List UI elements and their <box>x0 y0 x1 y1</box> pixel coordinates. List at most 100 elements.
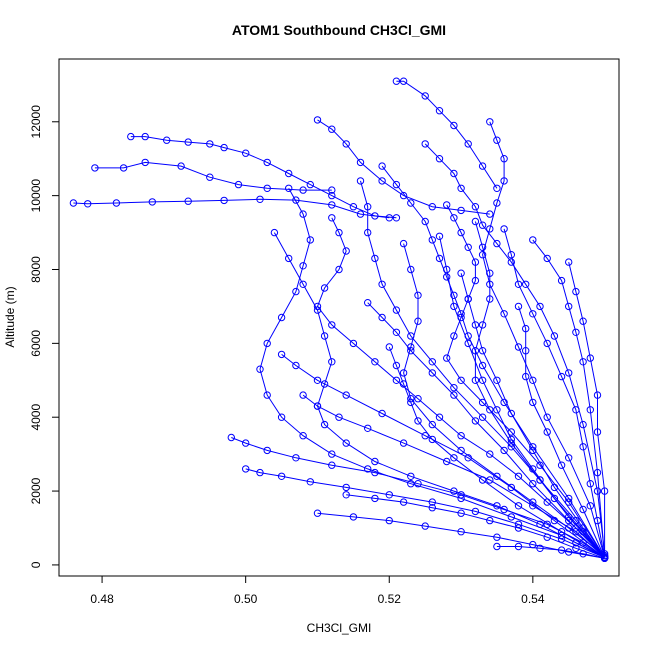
data-point <box>292 454 300 462</box>
data-point <box>514 472 523 480</box>
data-point <box>299 210 307 218</box>
data-point <box>399 239 408 248</box>
data-point <box>586 480 594 488</box>
data-point <box>313 402 322 410</box>
data-point <box>486 516 494 525</box>
data-point <box>313 116 322 124</box>
x-axis: 0.48 0.50 0.52 0.54 <box>90 575 545 606</box>
data-point <box>450 169 458 178</box>
data-point <box>572 328 580 336</box>
data-point <box>428 203 436 211</box>
data-point <box>514 343 523 351</box>
data-point <box>471 258 480 266</box>
data-point <box>263 158 271 167</box>
series-line <box>73 198 390 219</box>
data-point <box>471 507 480 516</box>
data-point <box>529 465 537 473</box>
data-point <box>399 439 408 447</box>
data-point <box>306 236 314 244</box>
data-point <box>285 184 293 193</box>
data-point <box>399 380 408 388</box>
data-point <box>536 302 544 311</box>
data-point <box>522 372 530 381</box>
data-point <box>565 302 573 311</box>
data-point <box>220 143 228 152</box>
data-point <box>579 443 587 451</box>
series-29 <box>385 343 609 562</box>
data-point <box>407 265 415 274</box>
data-point <box>443 354 451 362</box>
series-26 <box>364 299 609 562</box>
data-point <box>478 221 487 229</box>
data-point <box>385 516 393 525</box>
data-point <box>270 228 279 237</box>
data-point <box>464 339 472 348</box>
series-line <box>231 437 605 558</box>
data-point <box>529 310 537 318</box>
data-point <box>285 169 293 178</box>
data-point <box>565 494 573 503</box>
data-point <box>342 140 350 148</box>
data-point <box>471 417 480 425</box>
series-line <box>245 468 605 558</box>
chart-title: ATOM1 Southbound CH3Cl_GMI <box>232 22 446 38</box>
plot-area <box>69 77 609 562</box>
data-point <box>421 432 429 440</box>
data-point <box>478 347 487 355</box>
series-line <box>446 204 606 558</box>
data-point <box>443 265 451 274</box>
data-point <box>342 483 350 492</box>
data-point <box>478 376 487 384</box>
data-point <box>486 210 494 218</box>
data-point <box>371 358 379 366</box>
data-point <box>364 299 372 307</box>
data-point <box>356 210 365 218</box>
data-point <box>593 468 602 477</box>
data-point <box>364 228 372 237</box>
data-point <box>450 487 458 495</box>
data-point <box>600 487 609 495</box>
data-point <box>277 413 286 421</box>
data-point <box>435 107 444 115</box>
y-tick-label: 8000 <box>29 256 43 283</box>
series-line <box>94 161 332 191</box>
data-point <box>514 502 523 510</box>
data-point <box>586 354 594 362</box>
data-point <box>414 417 422 425</box>
data-point <box>565 369 573 377</box>
series-7 <box>443 201 609 562</box>
y-tick-label: 4000 <box>29 404 43 431</box>
data-point <box>450 214 458 222</box>
series-19 <box>435 232 609 562</box>
data-point <box>435 155 444 163</box>
data-point <box>184 197 192 205</box>
data-point <box>507 439 515 447</box>
data-point <box>493 542 501 551</box>
data-point <box>536 476 544 484</box>
data-point <box>242 465 250 473</box>
data-point <box>593 391 602 399</box>
data-point <box>313 509 322 517</box>
data-point <box>141 158 149 167</box>
data-point <box>428 498 436 506</box>
data-point <box>586 502 594 510</box>
data-point <box>414 395 422 403</box>
data-point <box>328 191 336 200</box>
data-point <box>313 306 322 314</box>
data-point <box>593 487 602 495</box>
data-point <box>320 380 329 388</box>
data-point <box>514 542 523 551</box>
data-point <box>536 544 544 552</box>
data-point <box>478 476 487 484</box>
data-point <box>543 533 551 541</box>
data-point <box>263 184 271 193</box>
data-point <box>335 228 343 237</box>
data-point <box>486 118 494 126</box>
data-point <box>206 173 214 181</box>
data-point <box>478 361 487 370</box>
series-2 <box>91 158 336 194</box>
data-point <box>378 313 386 322</box>
data-point <box>486 406 494 414</box>
data-point <box>550 483 559 492</box>
y-tick-label: 2000 <box>29 477 43 504</box>
